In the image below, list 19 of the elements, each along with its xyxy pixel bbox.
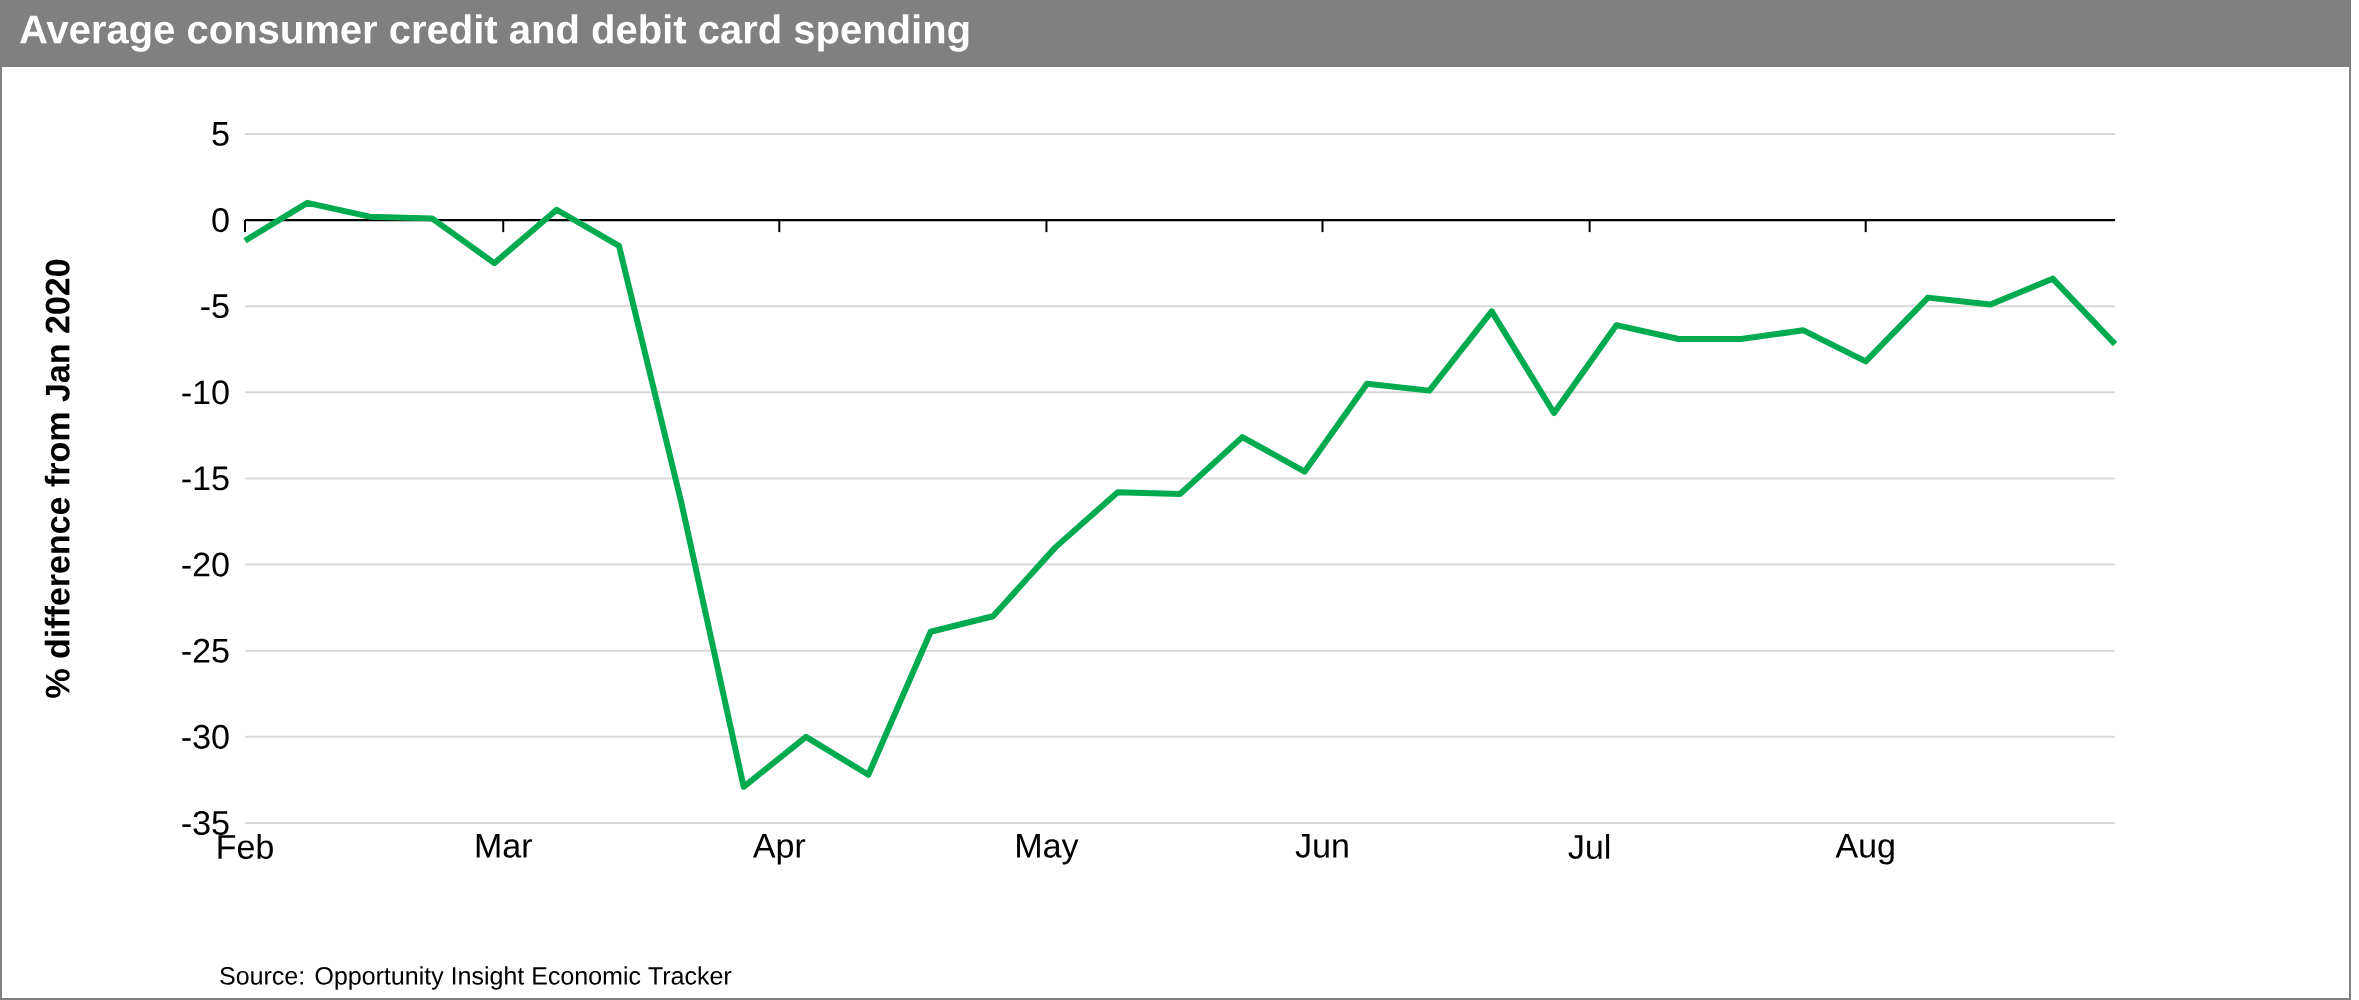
x-tick-label: Feb bbox=[218, 834, 273, 859]
y-tick-label: -35 bbox=[182, 810, 229, 836]
y-tick-label: 0 bbox=[212, 208, 229, 233]
x-tick-label: May bbox=[1017, 834, 1079, 865]
x-tick-label: Jun bbox=[1295, 834, 1348, 858]
source-note: Source: Opportunity Insight Economic Tracker bbox=[220, 966, 732, 990]
x-tick-label: Aug bbox=[1835, 834, 1894, 865]
y-tick-label: -15 bbox=[182, 466, 229, 491]
y-tick-label: -25 bbox=[182, 638, 229, 663]
y-tick-label: 5 bbox=[212, 122, 229, 146]
y-tick-label: -20 bbox=[182, 552, 229, 577]
y-tick-label: -5 bbox=[201, 294, 229, 319]
x-tick-label: Mar bbox=[476, 834, 532, 858]
chart-title: Average consumer credit and debit card spending bbox=[20, 14, 969, 52]
y-tick-label: -10 bbox=[182, 380, 229, 405]
x-tick-label: Jul bbox=[1568, 834, 1610, 859]
y-tick-label: -30 bbox=[182, 724, 229, 749]
y-axis-title: % difference from Jan 2020 bbox=[44, 259, 70, 698]
x-tick-label: Apr bbox=[752, 834, 806, 865]
